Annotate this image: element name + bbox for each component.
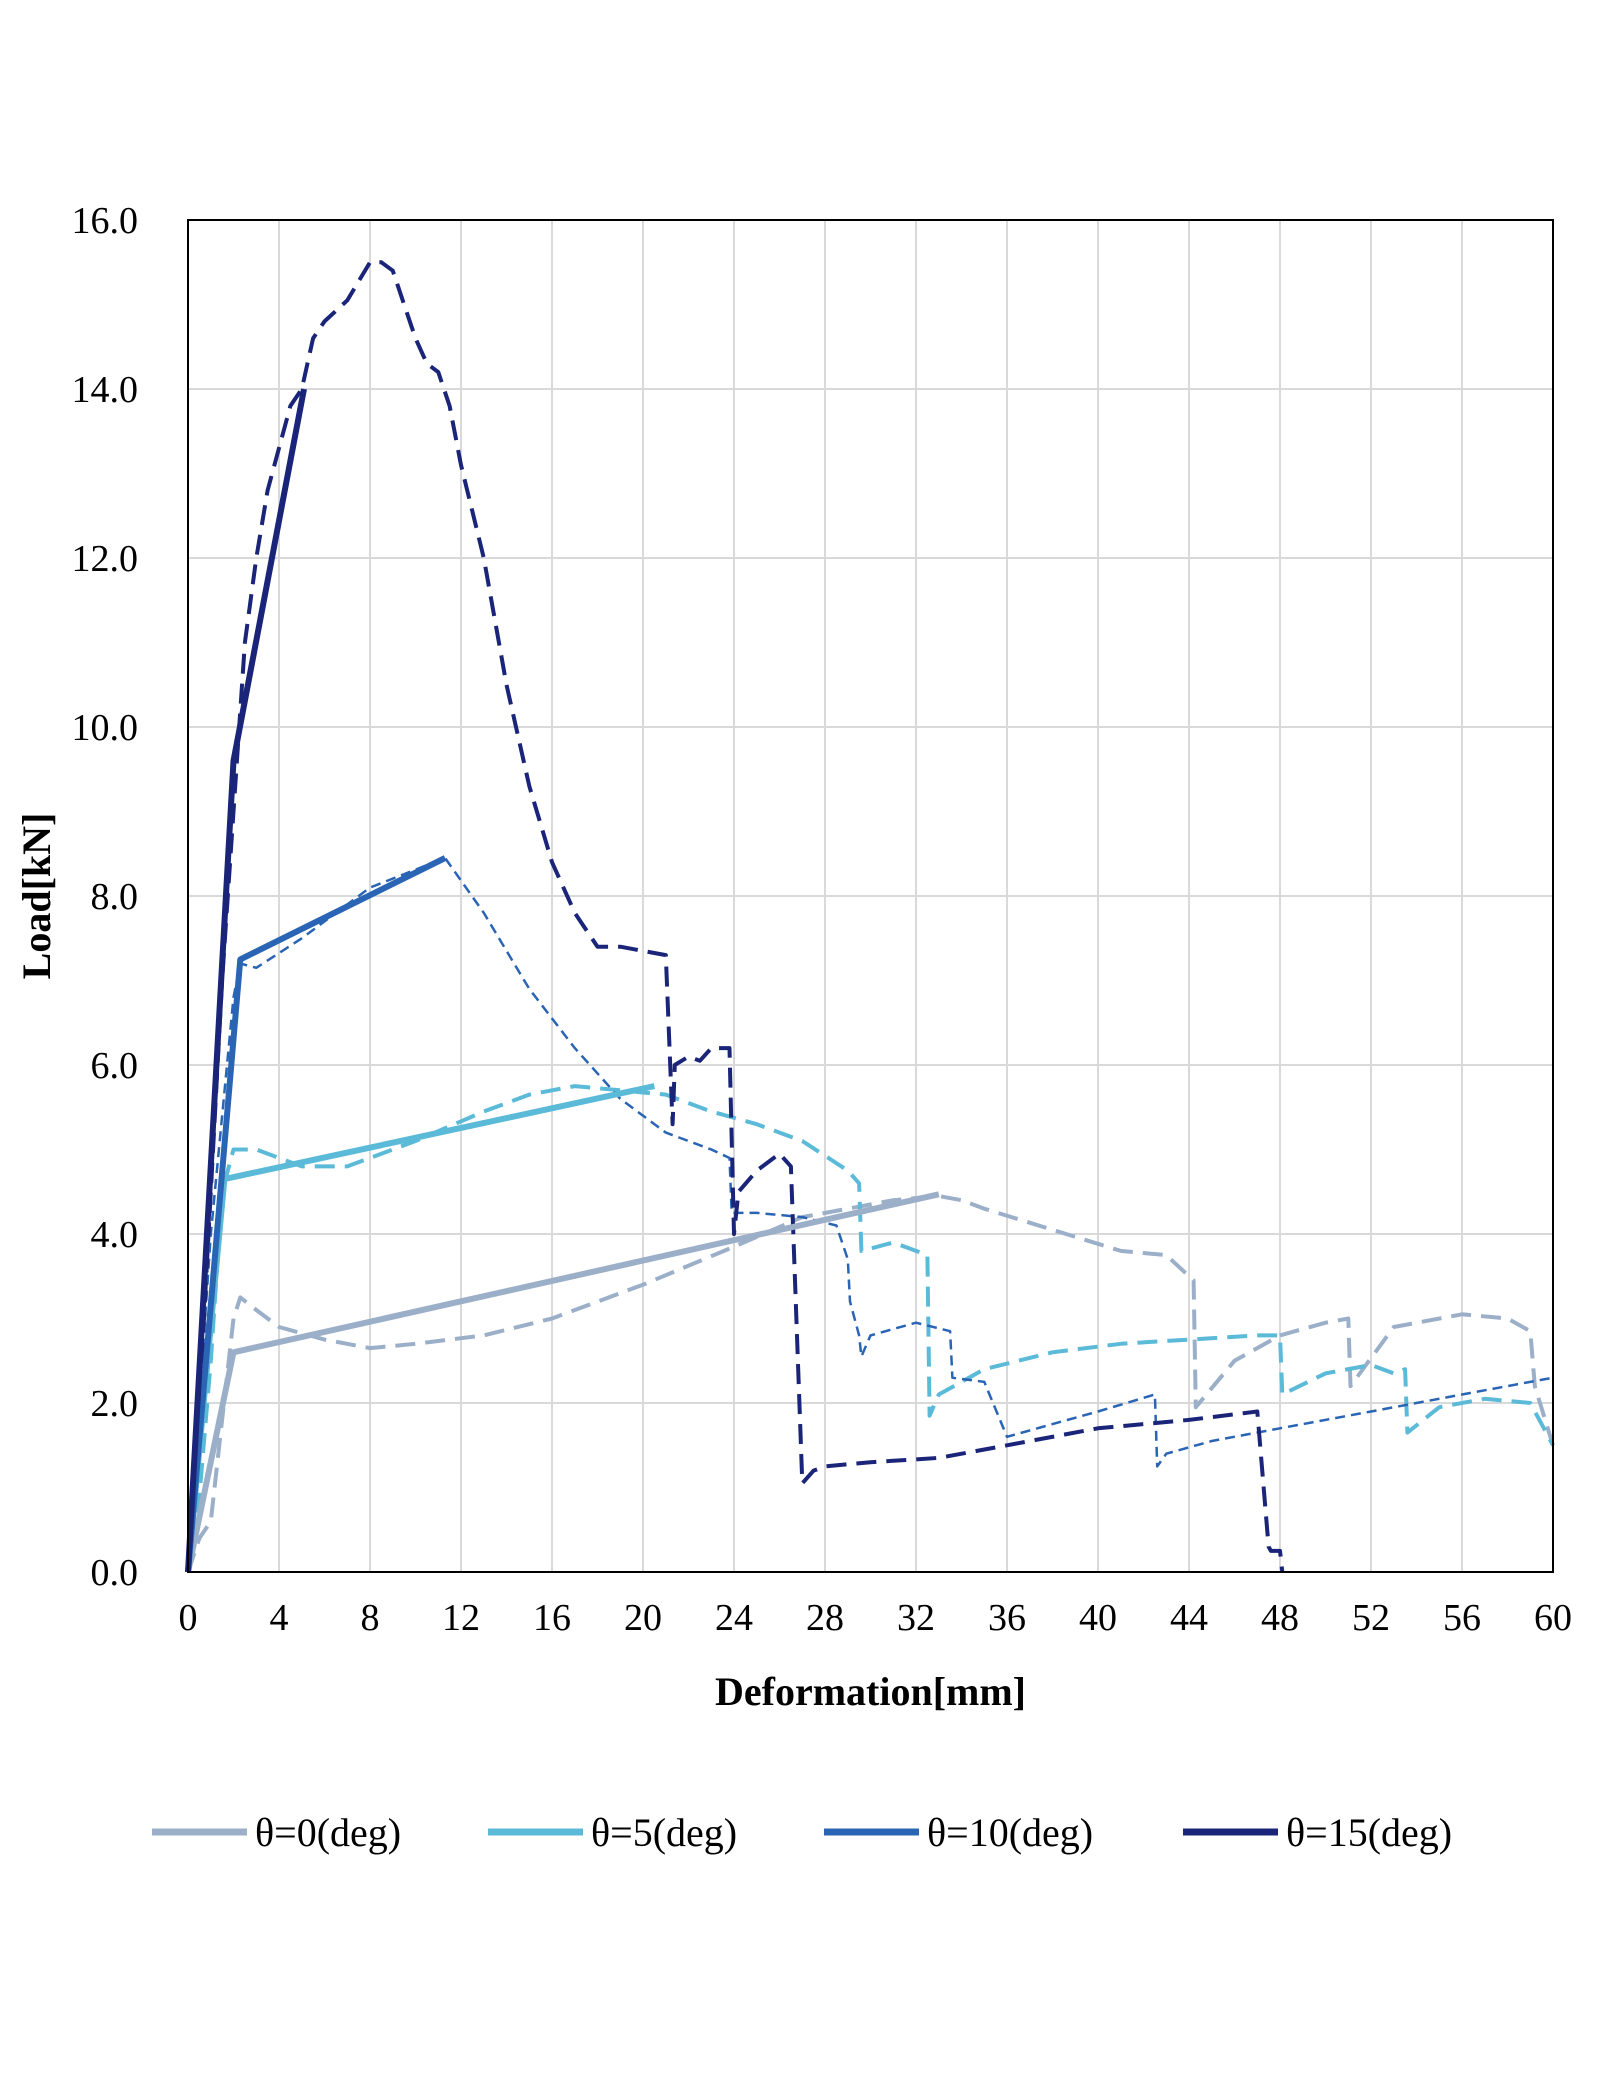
x-tick-label: 8: [361, 1597, 380, 1639]
x-tick-label: 52: [1352, 1597, 1390, 1639]
x-tick-label: 20: [624, 1597, 662, 1639]
series-line-5: [186, 1084, 1555, 1573]
x-tick-label: 4: [270, 1597, 289, 1639]
legend-label: θ=15(deg): [1286, 1810, 1452, 1855]
legend-label: θ=5(deg): [591, 1810, 737, 1855]
y-tick-label: 8.0: [91, 876, 139, 918]
y-tick-label: 14.0: [72, 369, 139, 411]
legend-item: θ=15(deg): [1183, 1810, 1452, 1855]
legend: θ=0(deg) θ=5(deg) θ=10(deg) θ=15(deg): [152, 1810, 1452, 1855]
series-line-2: [185, 855, 447, 1573]
x-tick-label: 28: [806, 1597, 844, 1639]
y-tick-label: 2.0: [91, 1383, 139, 1425]
x-tick-label: 56: [1443, 1597, 1481, 1639]
series-line-6: [186, 856, 1554, 1573]
y-tick-label: 6.0: [91, 1045, 139, 1087]
legend-label: θ=0(deg): [255, 1810, 401, 1855]
series-line-7: [186, 260, 1285, 1573]
series-line-3: [185, 388, 307, 1573]
x-tick-label: 40: [1079, 1597, 1117, 1639]
x-tick-label: 24: [715, 1597, 753, 1639]
legend-item: θ=10(deg): [824, 1810, 1093, 1855]
y-tick-label: 16.0: [72, 200, 139, 242]
y-tick-label: 4.0: [91, 1214, 139, 1256]
legend-label: θ=10(deg): [927, 1810, 1093, 1855]
x-tick-label: 32: [897, 1597, 935, 1639]
y-tick-label: 0.0: [91, 1552, 139, 1594]
y-tick-label: 10.0: [72, 707, 139, 749]
legend-item: θ=0(deg): [152, 1810, 401, 1855]
y-axis-title: Load[kN]: [14, 813, 59, 980]
x-tick-label: 16: [533, 1597, 571, 1639]
x-tick-label: 60: [1534, 1597, 1572, 1639]
x-tick-label: 12: [442, 1597, 480, 1639]
legend-item: θ=5(deg): [488, 1810, 737, 1855]
x-tick-label: 0: [179, 1597, 198, 1639]
x-tick-label: 48: [1261, 1597, 1299, 1639]
y-tick-label: 12.0: [72, 538, 139, 580]
series-line-4: [186, 1194, 1555, 1573]
series-layer: [185, 260, 1555, 1573]
x-tick-label: 44: [1170, 1597, 1208, 1639]
plot-frame: [187, 219, 1554, 1573]
series-line-0: [185, 1191, 940, 1573]
tick-labels: 0 4 8 12 16 20 24 28 32 36 40 44 48 52 56 600.02.04.06.…: [72, 200, 1573, 1639]
x-tick-label: 36: [988, 1597, 1026, 1639]
x-axis-title: Deformation[mm]: [715, 1669, 1026, 1714]
